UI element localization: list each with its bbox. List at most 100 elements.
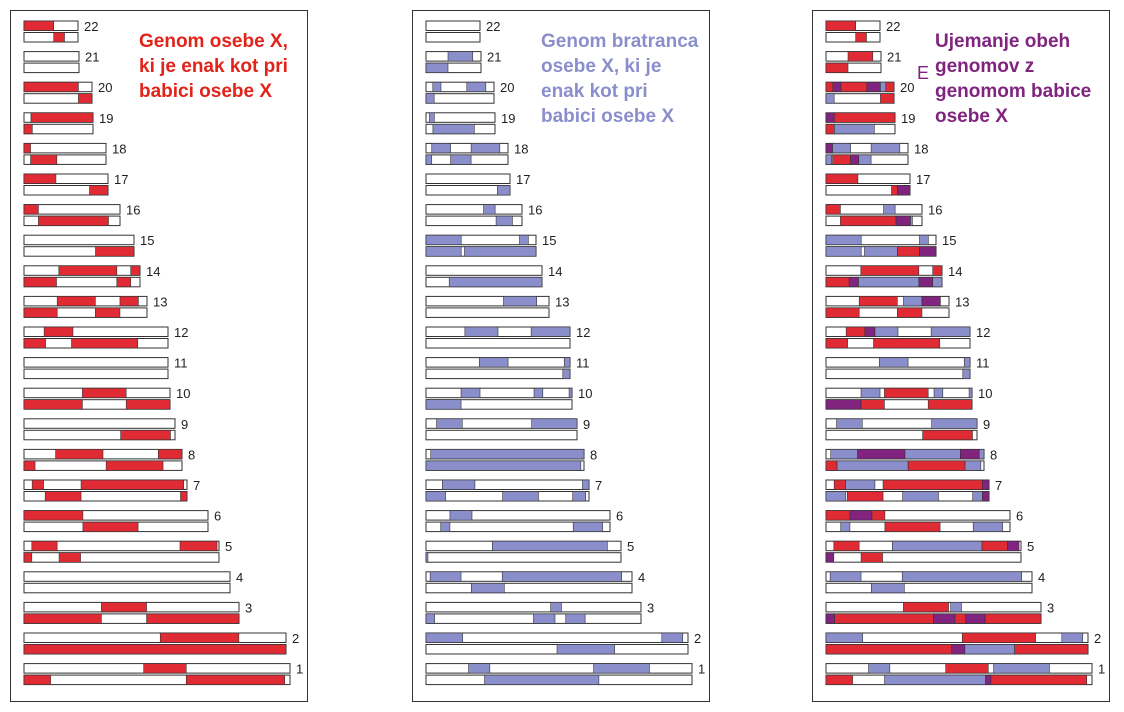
shared-segment xyxy=(880,81,887,92)
chromosome-label: 6 xyxy=(214,509,221,524)
shared-segment xyxy=(919,234,929,245)
shared-segment xyxy=(95,307,121,318)
shared-segment xyxy=(964,644,1015,655)
chromosome-21-haplotype-1 xyxy=(23,51,80,62)
chromosome-label: 1 xyxy=(698,662,705,677)
chromosome-13: 13 xyxy=(23,294,167,318)
shared-segment xyxy=(497,185,511,196)
shared-segment xyxy=(874,326,899,337)
shared-segment xyxy=(23,20,55,31)
shared-segment xyxy=(885,81,895,92)
chromosome-label: 15 xyxy=(542,233,556,248)
chromosome-label: 13 xyxy=(153,294,167,309)
chromosome-16: 16 xyxy=(23,203,140,227)
shared-segment xyxy=(440,521,451,532)
chromosome-4-haplotype-2 xyxy=(825,582,1033,594)
shared-segment xyxy=(884,387,929,399)
chromosome-9: 9 xyxy=(425,417,590,441)
chromosome-label: 14 xyxy=(948,264,962,279)
chromosome-label: 2 xyxy=(694,631,701,646)
shared-segment xyxy=(883,204,896,215)
shared-segment xyxy=(825,204,841,215)
shared-segment xyxy=(962,368,971,379)
shared-segment xyxy=(425,491,446,502)
chromosome-label: 4 xyxy=(236,570,243,585)
chromosome-label: 12 xyxy=(576,325,590,340)
shared-segment xyxy=(466,81,487,92)
shared-segment xyxy=(44,491,82,502)
shared-segment xyxy=(870,143,901,154)
shared-segment xyxy=(825,613,835,624)
shared-segment xyxy=(23,124,33,135)
chromosome-label: 16 xyxy=(928,203,942,218)
shared-segment xyxy=(23,674,51,685)
shared-segment xyxy=(903,296,923,307)
chromosome-label: 21 xyxy=(487,50,501,65)
shared-segment xyxy=(120,429,171,441)
shared-segment xyxy=(425,552,429,563)
chromosome-label: 10 xyxy=(176,386,190,401)
shared-segment xyxy=(961,632,1036,643)
chromosome-22-haplotype-2 xyxy=(425,32,481,43)
chromosome-12: 12 xyxy=(23,325,188,349)
shared-segment xyxy=(30,112,94,123)
shared-segment xyxy=(892,540,983,552)
shared-segment xyxy=(450,154,472,165)
shared-segment xyxy=(425,154,433,165)
shared-segment xyxy=(972,491,983,502)
shared-segment xyxy=(825,307,860,318)
chromosome-label: 3 xyxy=(647,600,654,615)
chromosome-label: 7 xyxy=(193,478,200,493)
chromosome-label: 4 xyxy=(638,570,645,585)
shared-segment xyxy=(825,674,853,685)
shared-segment xyxy=(882,479,983,490)
chromosome-4: 4 xyxy=(825,570,1045,594)
shared-segment xyxy=(960,449,980,460)
shared-segment xyxy=(661,632,684,643)
chromosome-6-haplotype-1 xyxy=(425,510,611,521)
shared-segment xyxy=(432,81,442,92)
chromosome-9: 9 xyxy=(23,417,188,441)
shared-segment xyxy=(449,510,473,521)
shared-segment xyxy=(990,674,1087,685)
shared-segment xyxy=(565,613,586,624)
chromosome-11-haplotype-2 xyxy=(825,368,971,380)
chromosome-16-haplotype-2 xyxy=(425,215,523,227)
chromosome-11: 11 xyxy=(23,356,188,380)
shared-segment xyxy=(945,663,989,674)
shared-segment xyxy=(562,368,571,379)
chromosome-label: 20 xyxy=(900,80,914,95)
chromosome-label: 6 xyxy=(1016,509,1023,524)
chromosome-label: 22 xyxy=(486,19,500,34)
shared-segment xyxy=(825,460,838,471)
chromosome-label: 7 xyxy=(595,478,602,493)
shared-segment xyxy=(146,613,240,624)
chromosome-5: 5 xyxy=(825,539,1034,563)
shared-segment xyxy=(425,234,462,245)
shared-segment xyxy=(825,632,863,643)
shared-segment xyxy=(871,582,905,594)
chromosome-2-haplotype-1 xyxy=(23,632,287,643)
shared-segment xyxy=(825,93,835,104)
shared-segment xyxy=(530,326,571,337)
chromosome-20-haplotype-2 xyxy=(425,93,495,104)
shared-segment xyxy=(71,338,139,349)
shared-segment xyxy=(55,449,104,460)
chromosome-label: 2 xyxy=(1094,631,1101,646)
shared-segment xyxy=(431,143,451,154)
chromosome-label: 18 xyxy=(112,141,126,156)
chromosome-22: 22 xyxy=(23,19,98,43)
chromosome-label: 4 xyxy=(1038,570,1045,585)
chromosome-14: 14 xyxy=(425,264,562,288)
shared-segment xyxy=(429,571,462,582)
shared-segment xyxy=(105,460,164,471)
chromosome-9: 9 xyxy=(825,417,990,441)
chromosome-19-haplotype-2 xyxy=(23,123,94,135)
shared-segment xyxy=(840,81,868,92)
shared-segment xyxy=(933,613,956,624)
chromosome-13: 13 xyxy=(425,294,569,318)
shared-segment xyxy=(855,32,867,43)
chromosome-6: 6 xyxy=(425,509,623,533)
chromosome-2: 2 xyxy=(23,631,299,655)
shared-segment xyxy=(533,387,544,399)
